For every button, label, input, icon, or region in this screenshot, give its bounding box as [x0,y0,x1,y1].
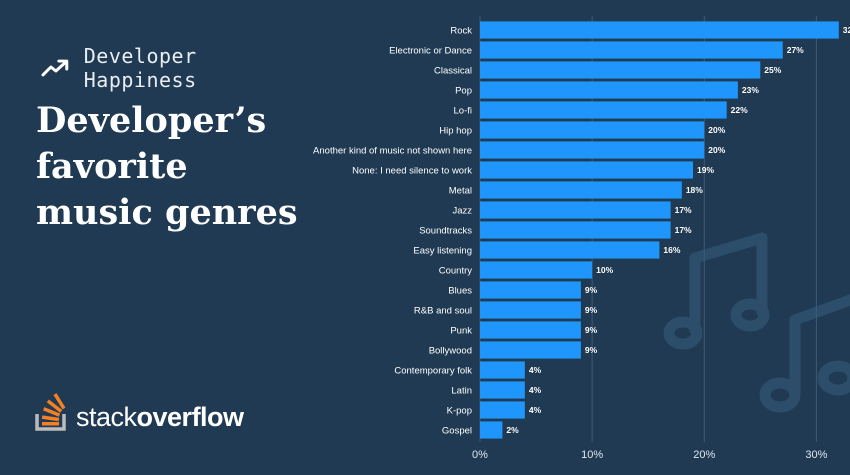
category-label: K-pop [447,405,472,416]
value-label: 4% [529,385,542,395]
brand-name-regular: stack [76,402,137,432]
x-tick-label: 30% [805,449,827,461]
x-tick-label: 10% [581,449,603,461]
bar [480,41,783,59]
category-label: Blues [448,285,472,296]
category-label: None: I need silence to work [352,165,472,176]
eyebrow: Developer Happiness [40,44,320,92]
bar [480,121,705,139]
value-label: 9% [585,305,598,315]
category-label: Easy listening [413,245,472,256]
value-label: 25% [764,65,781,75]
bar [480,281,581,299]
bar [480,221,671,239]
bar [480,81,738,99]
page-title: Developer’s favorite music genres [36,98,316,236]
value-label: 23% [742,85,759,95]
left-panel: Developer Happiness Developer’s favorite… [0,0,320,475]
bar [480,401,525,419]
value-label: 4% [529,405,542,415]
value-label: 19% [697,165,714,175]
category-label: Electronic or Dance [389,45,472,56]
brand-name: stackoverflow [76,402,244,432]
bar [480,241,660,259]
bar [480,341,581,359]
category-label: Another kind of music not shown here [313,145,472,156]
x-tick-label: 0% [472,449,488,461]
bar [480,21,839,39]
bar [480,261,593,279]
eyebrow-text: Developer Happiness [83,44,197,92]
bar [480,381,525,399]
value-label: 9% [585,345,598,355]
stack-overflow-logo-icon [35,393,66,431]
stack-overflow-logo: stackoverflow [34,392,244,432]
category-label: Metal [449,185,472,196]
category-label: Bollywood [429,345,472,356]
value-label: 20% [708,125,725,135]
bar [480,321,581,339]
bar [480,141,705,159]
bar [480,101,727,119]
category-label: Contemporary folk [394,365,472,376]
category-label: Lo-fi [454,105,472,116]
value-label: 17% [675,205,692,215]
category-label: Latin [451,385,472,396]
value-label: 10% [596,265,613,275]
title-line: Developer’s [36,100,267,141]
trending-up-icon [41,59,69,77]
bar [480,201,671,219]
value-label: 22% [731,105,748,115]
bar [480,181,682,199]
value-label: 20% [708,145,725,155]
value-label: 16% [663,245,680,255]
category-label: Hip hop [439,125,472,136]
value-label: 17% [675,225,692,235]
category-label: Classical [434,65,472,76]
category-label: Pop [455,85,472,96]
brand-name-bold: overflow [136,402,245,432]
value-label: 9% [585,285,598,295]
value-label: 4% [529,365,542,375]
bar [480,161,694,179]
bar [480,301,581,319]
bar [480,361,525,379]
category-label: Country [439,265,473,276]
category-label: Punk [450,325,472,336]
category-label: R&B and soul [414,305,472,316]
bar [480,421,503,439]
category-label: Gospel [442,425,472,436]
title-line: favorite [36,146,188,187]
music-notes-icon [663,232,850,413]
value-label: 27% [787,45,804,55]
category-label: Soundtracks [419,225,472,236]
title-line: music genres [36,192,298,233]
x-tick-label: 20% [693,449,715,461]
bar [480,61,761,79]
category-label: Jazz [452,205,472,216]
value-label: 32% [843,25,850,35]
value-label: 2% [506,425,519,435]
value-label: 9% [585,325,598,335]
category-label: Rock [450,25,472,36]
value-label: 18% [686,185,703,195]
